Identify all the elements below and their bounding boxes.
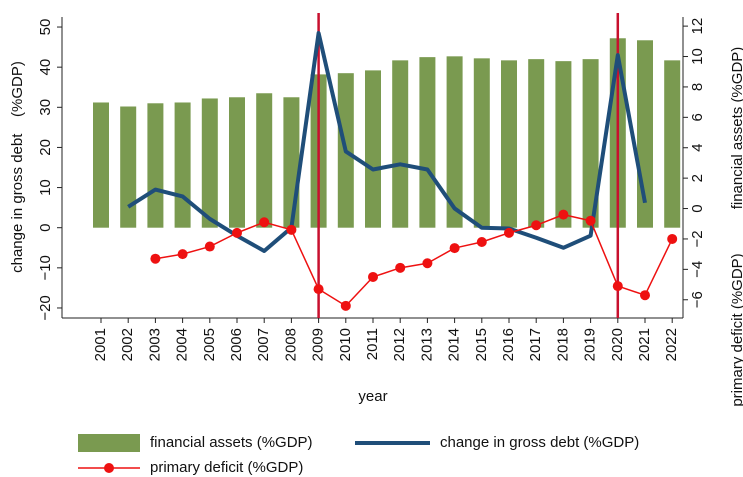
x-tick-label: 2022 [663,328,680,361]
bar [256,93,273,228]
y2-tick-label: 10 [689,48,706,65]
y-tick-label: 50 [37,19,54,36]
bar [93,102,109,228]
y2-tick-label: 0 [689,204,706,212]
legend-label: change in gross debt (%GDP) [440,434,639,451]
bar [283,97,300,228]
marker [259,217,270,228]
y-tick-label: 0 [37,224,54,232]
y2-tick-label: −2 [689,230,706,247]
y2-tick-label: 12 [689,18,706,35]
marker [286,224,297,235]
x-tick-label: 2015 [473,328,490,361]
y2-tick-label: 6 [689,113,706,121]
legend-label: primary deficit (%GDP) [150,459,303,476]
legend-swatch [78,434,140,452]
marker [422,258,433,269]
bar [365,70,381,228]
marker [313,284,324,295]
y2-axis-label: primary deficit (%GDP) [729,253,743,406]
y2-tick-label: 8 [689,83,706,91]
bar [501,60,517,228]
legend-label: financial assets (%GDP) [150,434,313,451]
y2-tick-label: 4 [689,144,706,152]
x-tick-label: 2005 [201,328,218,361]
x-tick-label: 2010 [337,328,354,361]
y-tick-label: 30 [37,99,54,116]
marker [612,281,623,292]
marker [204,241,215,252]
y-tick-label: −20 [37,295,54,320]
bar [392,60,409,228]
y-tick-label: 10 [37,179,54,196]
x-tick-label: 2001 [92,328,109,361]
y-tick-label: 20 [37,139,54,156]
y-axis-label: change in gross debt (%GDP) [9,61,26,273]
x-tick-label: 2011 [364,328,381,360]
x-tick-label: 2013 [418,328,435,361]
bar [120,106,137,228]
line [155,213,673,307]
x-tick-label: 2018 [554,328,571,361]
x-tick-label: 2003 [146,328,163,361]
x-tick-label: 2020 [609,328,626,361]
marker [558,209,569,220]
x-tick-label: 2006 [228,328,245,361]
marker [449,243,460,254]
bar [528,59,545,228]
bar [582,59,599,228]
x-tick-label: 2016 [500,328,517,361]
x-tick-label: 2008 [282,328,299,361]
marker [368,271,378,282]
marker [395,262,406,273]
y-tick-label: 40 [37,59,54,76]
marker [667,233,678,244]
marker [504,227,514,238]
marker [232,227,242,238]
marker [640,290,650,301]
bar [229,97,245,228]
x-tick-label: 2004 [174,328,191,361]
x-tick-label: 2019 [582,328,599,361]
bar [473,58,490,228]
marker [476,236,487,247]
bar [664,60,681,228]
bar [147,103,164,228]
x-tick-label: 2021 [636,328,653,361]
bar [419,57,436,228]
legend-marker [104,463,114,473]
marker [177,249,188,260]
x-tick-label: 2014 [446,328,463,361]
x-tick-label: 2017 [527,328,544,361]
y2-axis-label: financial assets (%GDP) [729,47,743,210]
bar [555,61,572,228]
x-tick-label: 2002 [119,328,136,361]
y2-tick-label: −6 [689,291,706,308]
bar [446,56,463,228]
marker [340,300,351,311]
marker [150,253,161,264]
bar [174,102,191,228]
x-tick-label: 2012 [391,328,408,361]
line [127,31,647,253]
y-tick-label: −10 [37,255,54,280]
x-axis-label: year [358,388,387,405]
y2-tick-label: 2 [689,174,706,182]
bar [201,98,218,228]
marker [585,215,596,226]
x-tick-label: 2009 [310,328,327,361]
x-tick-label: 2007 [255,328,272,361]
marker [531,220,542,231]
y2-tick-label: −4 [689,261,706,278]
